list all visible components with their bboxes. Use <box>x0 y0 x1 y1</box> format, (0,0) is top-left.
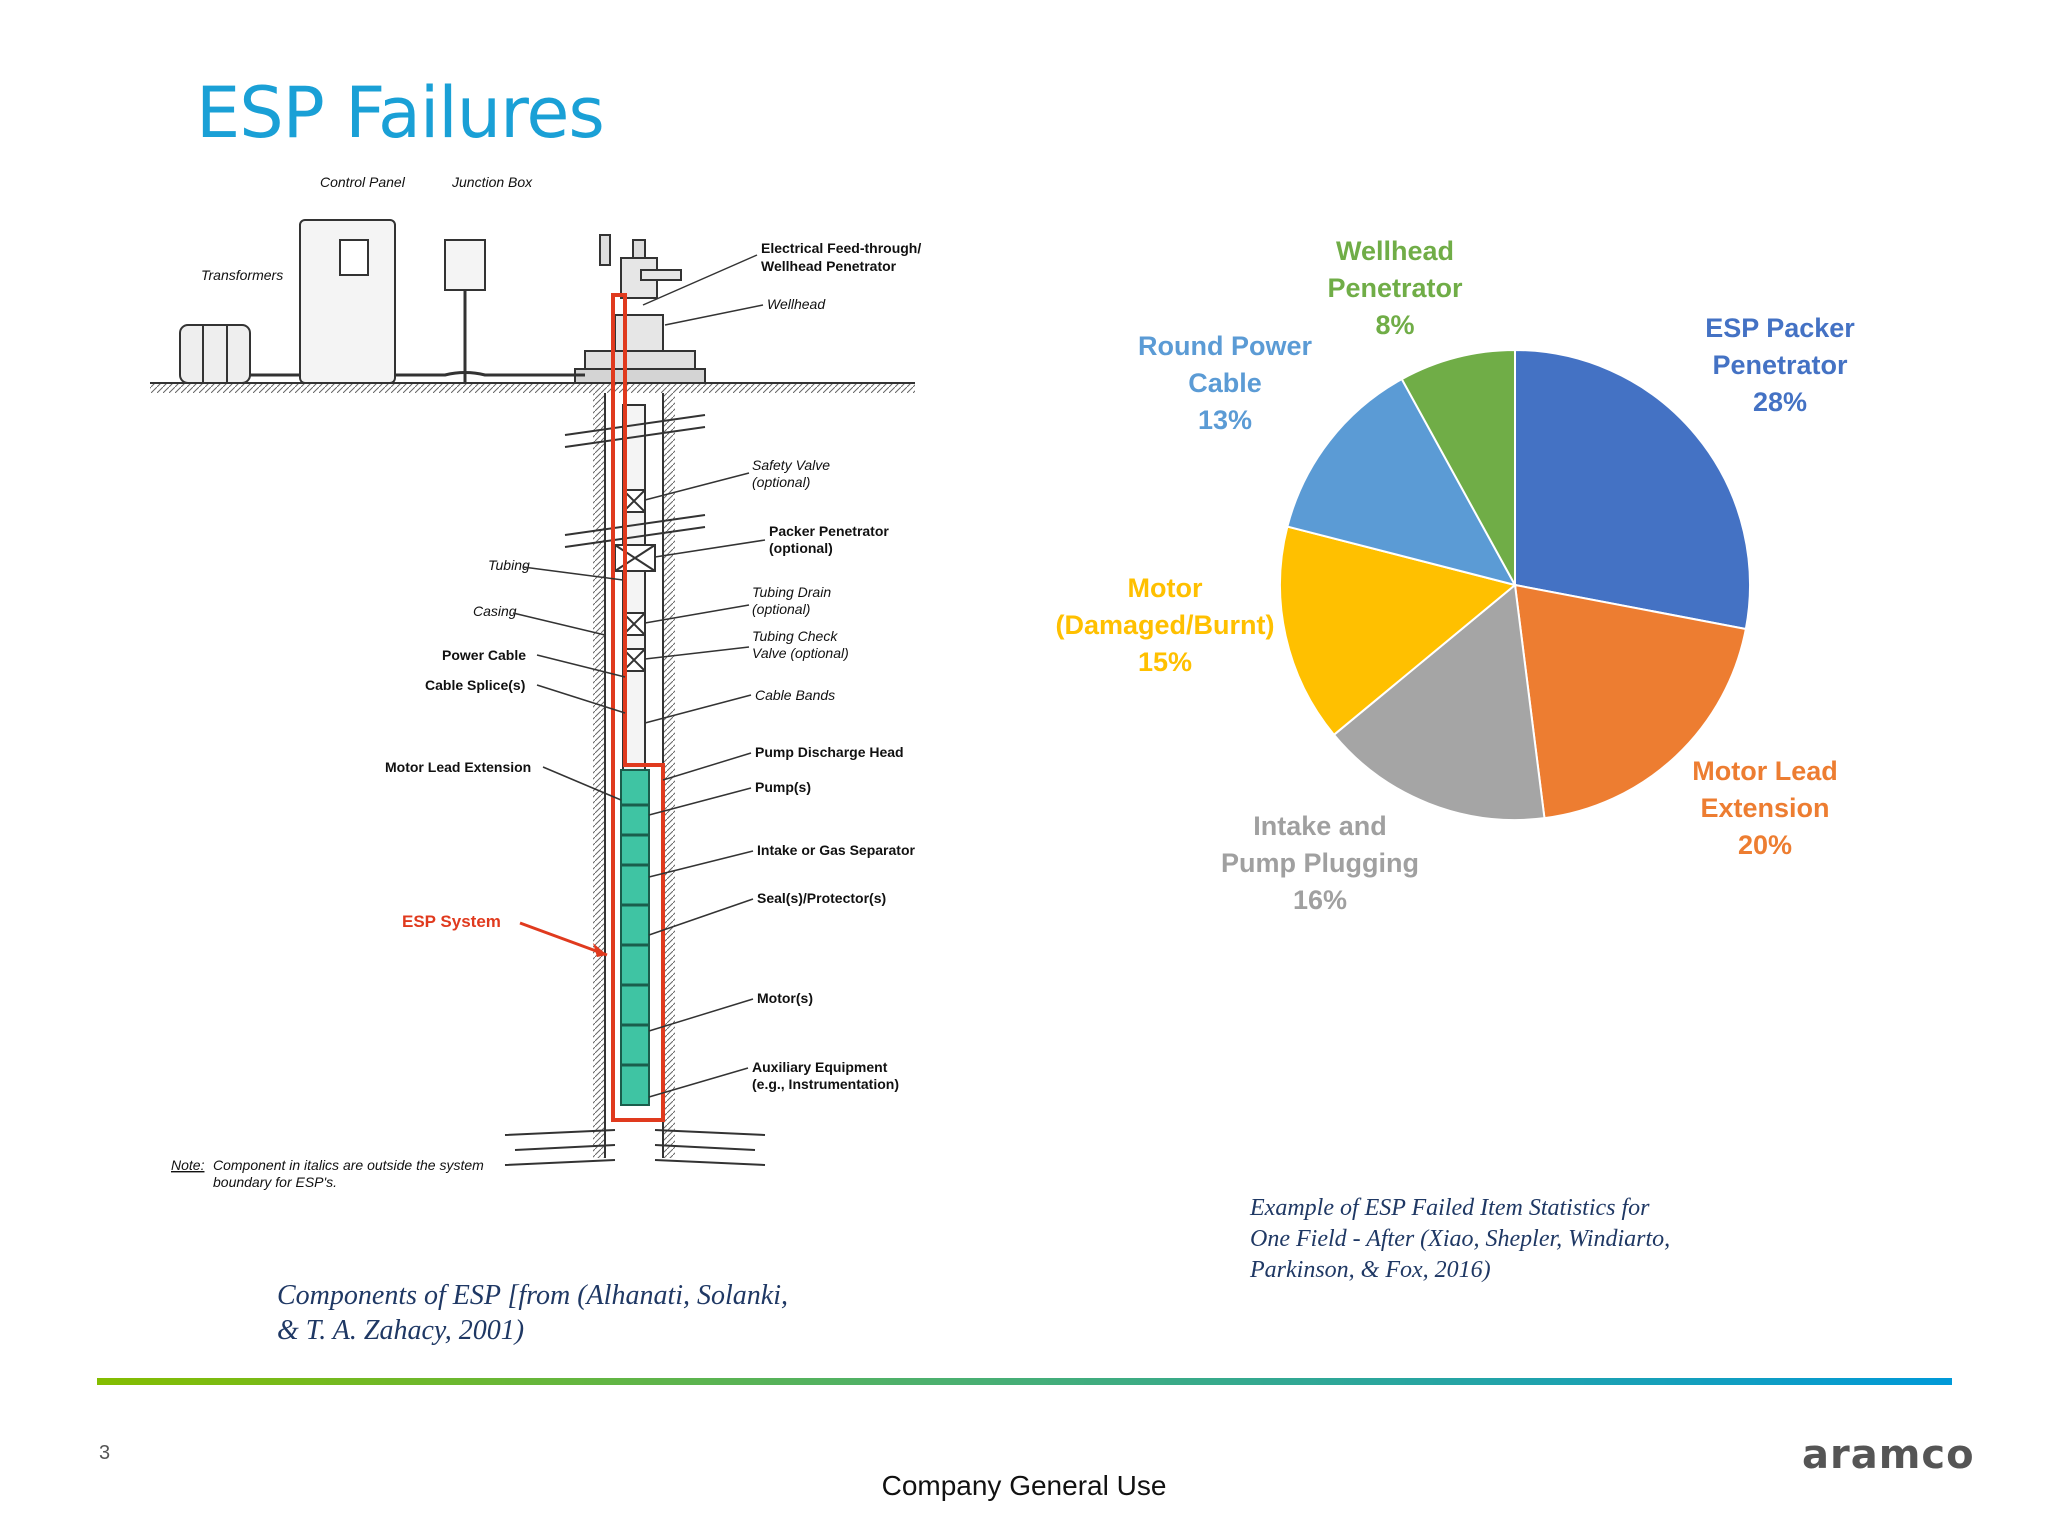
label-pumps: Pump(s) <box>755 779 811 795</box>
pie-slice-label: Pump Plugging <box>1221 848 1419 878</box>
label-check-valve: Tubing Check <box>752 628 838 644</box>
pie-slice-label: Round Power <box>1138 331 1312 361</box>
pie-slice-percent: 16% <box>1293 885 1347 915</box>
pie-slice <box>1286 377 1517 587</box>
esp-components-diagram: Control Panel Junction Box Transformers … <box>150 174 921 1190</box>
pie-slice-percent: 20% <box>1738 830 1792 860</box>
note-text-2: boundary for ESP's. <box>213 1174 337 1190</box>
control-panel <box>299 219 396 384</box>
footer-gradient-rule <box>97 1378 1952 1385</box>
label-packer-2: (optional) <box>769 540 833 556</box>
label-cable-bands: Cable Bands <box>755 687 835 703</box>
pie-slice-label: Intake and <box>1253 811 1387 841</box>
chart-caption-line-2: One Field - After (Xiao, Shepler, Windia… <box>1250 1226 1671 1252</box>
label-motors: Motor(s) <box>757 990 813 1006</box>
label-tubing-drain: Tubing Drain <box>752 584 831 600</box>
label-packer: Packer Penetrator <box>769 523 889 539</box>
pie-slice-label: Motor Lead <box>1692 756 1838 786</box>
label-aux: Auxiliary Equipment <box>752 1059 888 1075</box>
label-cable-splice: Cable Splice(s) <box>425 677 525 693</box>
esp-failure-pie-chart: ESP Packer Penetrator 28% Motor Lead Extensi… <box>1055 236 1855 915</box>
pie-slice <box>1513 583 1748 820</box>
label-safety-valve: Safety Valve <box>752 457 830 473</box>
label-wellhead: Wellhead <box>767 296 826 312</box>
borehole-wall-right <box>663 393 675 1158</box>
esp-system-boundary <box>611 293 665 1122</box>
transformers <box>179 324 251 384</box>
aramco-logo: aramco <box>1802 1432 1975 1478</box>
label-safety-valve-2: (optional) <box>752 474 810 490</box>
diagram-caption: Components of ESP [from (Alhanati, Solan… <box>277 1278 897 1348</box>
label-casing: Casing <box>473 603 517 619</box>
label-check-valve-2: Valve (optional) <box>752 645 849 661</box>
label-tubing-drain-2: (optional) <box>752 601 810 617</box>
chart-caption: Example of ESP Failed Item Statistics fo… <box>1250 1193 1810 1286</box>
ground-surface <box>150 383 915 393</box>
label-tubing: Tubing <box>488 557 530 573</box>
pie-slice-percent: 13% <box>1198 405 1252 435</box>
borehole-wall-left <box>593 393 605 1158</box>
pie-slice-percent: 28% <box>1753 387 1807 417</box>
esp-assembly <box>620 769 650 1106</box>
label-intake: Intake or Gas Separator <box>757 842 916 858</box>
pie-slice <box>1332 583 1546 821</box>
pie-slice-percent: 15% <box>1138 647 1192 677</box>
label-note: Note: <box>171 1157 205 1173</box>
pie-slice-label: Extension <box>1700 793 1829 823</box>
junction-box <box>444 239 486 291</box>
label-pump-discharge: Pump Discharge Head <box>755 744 904 760</box>
label-junction-box: Junction Box <box>451 174 533 190</box>
pie-slice-label: (Damaged/Burnt) <box>1055 610 1274 640</box>
pie-slice-label: ESP Packer <box>1705 313 1855 343</box>
pie-slice-percent: 8% <box>1375 310 1414 340</box>
label-power-cable: Power Cable <box>442 647 526 663</box>
pie-slice-label: Penetrator <box>1327 273 1463 303</box>
chart-caption-line-1: Example of ESP Failed Item Statistics fo… <box>1250 1195 1650 1221</box>
label-esp-system: ESP System <box>402 912 501 931</box>
pie-slice <box>1400 348 1516 586</box>
pie-slice-label: Motor <box>1128 573 1203 603</box>
page-number: 3 <box>99 1442 111 1464</box>
diagram-caption-line-1: Components of ESP [from (Alhanati, Solan… <box>277 1280 788 1311</box>
label-control-panel: Control Panel <box>320 174 406 190</box>
slide-title: ESP Failures <box>196 72 605 154</box>
classification-footer: Company General Use <box>881 1470 1167 1501</box>
pie-slice-label: Wellhead <box>1336 236 1454 266</box>
diagram-caption-line-2: & T. A. Zahacy, 2001) <box>277 1315 525 1346</box>
label-seal: Seal(s)/Protector(s) <box>757 890 886 906</box>
pie-slice-label: Penetrator <box>1712 350 1848 380</box>
note-text-1: Component in italics are outside the sys… <box>213 1157 484 1173</box>
pie-slice <box>1279 525 1518 737</box>
label-feed-through-2: Wellhead Penetrator <box>761 258 897 274</box>
chart-caption-line-3: Parkinson, & Fox, 2016) <box>1250 1257 1491 1283</box>
pie-slice-label: Cable <box>1188 368 1262 398</box>
pie-slice <box>1514 348 1751 631</box>
label-transformers: Transformers <box>201 267 283 283</box>
label-motor-lead: Motor Lead Extension <box>385 759 531 775</box>
label-feed-through: Electrical Feed-through/ <box>761 240 921 256</box>
label-aux-2: (e.g., Instrumentation) <box>752 1076 899 1092</box>
